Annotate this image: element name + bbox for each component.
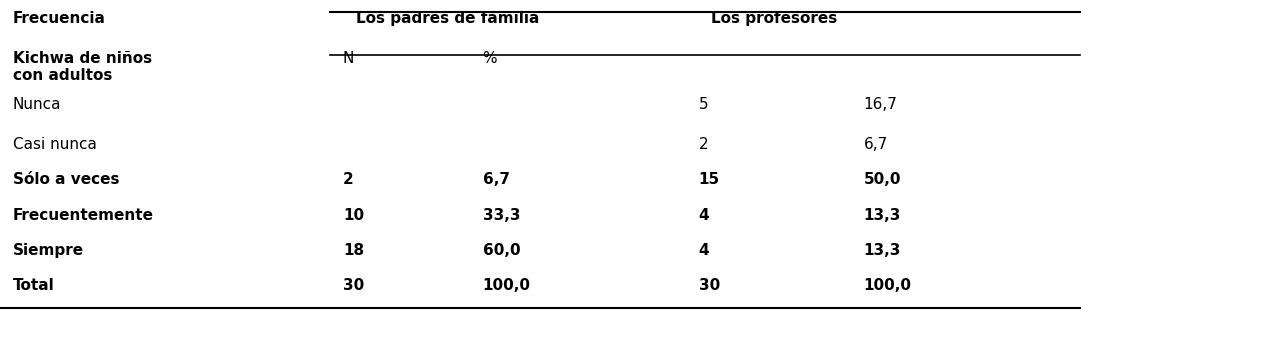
Text: 16,7: 16,7 bbox=[864, 97, 898, 112]
Text: 4: 4 bbox=[698, 208, 709, 223]
Text: 60,0: 60,0 bbox=[483, 243, 521, 258]
Text: 5: 5 bbox=[698, 97, 709, 112]
Text: Los profesores: Los profesores bbox=[711, 11, 837, 26]
Text: N: N bbox=[343, 51, 354, 66]
Text: 100,0: 100,0 bbox=[864, 278, 912, 293]
Text: Kichwa de niños
con adultos: Kichwa de niños con adultos bbox=[13, 51, 152, 83]
Text: 4: 4 bbox=[698, 243, 709, 258]
Text: 50,0: 50,0 bbox=[864, 172, 902, 188]
Text: 13,3: 13,3 bbox=[864, 208, 900, 223]
Text: Siempre: Siempre bbox=[13, 243, 84, 258]
Text: Total: Total bbox=[13, 278, 55, 293]
Text: Frecuencia: Frecuencia bbox=[13, 11, 105, 26]
Text: 2: 2 bbox=[698, 137, 709, 152]
Text: 18: 18 bbox=[343, 243, 364, 258]
Text: 30: 30 bbox=[343, 278, 364, 293]
Text: 10: 10 bbox=[343, 208, 364, 223]
Text: %: % bbox=[483, 51, 498, 66]
Text: Sólo a veces: Sólo a veces bbox=[13, 172, 119, 188]
Text: Frecuentemente: Frecuentemente bbox=[13, 208, 154, 223]
Text: 100,0: 100,0 bbox=[483, 278, 531, 293]
Text: Los padres de familia: Los padres de familia bbox=[356, 11, 538, 26]
Text: Nunca: Nunca bbox=[13, 97, 61, 112]
Text: 33,3: 33,3 bbox=[483, 208, 521, 223]
Text: 6,7: 6,7 bbox=[483, 172, 509, 188]
Text: 13,3: 13,3 bbox=[864, 243, 900, 258]
Text: 30: 30 bbox=[698, 278, 720, 293]
Text: 6,7: 6,7 bbox=[864, 137, 888, 152]
Text: 15: 15 bbox=[698, 172, 720, 188]
Text: Casi nunca: Casi nunca bbox=[13, 137, 97, 152]
Text: 2: 2 bbox=[343, 172, 353, 188]
